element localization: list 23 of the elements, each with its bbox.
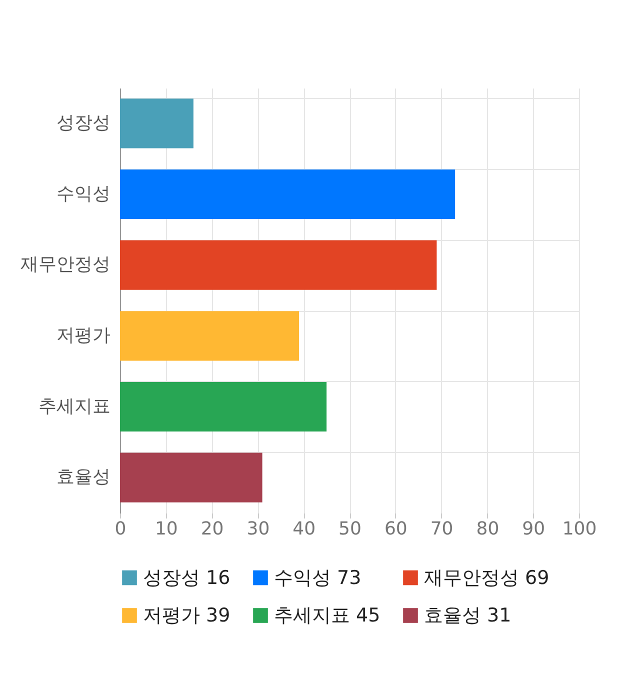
x-tick-label: 50 <box>338 518 362 540</box>
legend-label: 저평가 39 <box>143 604 230 626</box>
y-tick-label: 추세지표 <box>38 396 110 417</box>
y-tick-label: 성장성 <box>56 112 110 134</box>
legend-label: 재무안정성 69 <box>424 566 550 589</box>
legend-label: 성장성 16 <box>143 566 230 589</box>
x-tick-label: 30 <box>246 518 270 540</box>
x-tick-label: 40 <box>292 518 316 540</box>
x-tick-label: 0 <box>114 518 126 540</box>
legend-label: 효율성 31 <box>424 604 512 626</box>
x-tick-label: 90 <box>522 518 546 540</box>
x-tick-label: 80 <box>476 518 500 540</box>
x-tick-label: 100 <box>562 518 597 540</box>
x-tick-label: 10 <box>154 518 178 540</box>
x-tick-label: 60 <box>384 518 408 540</box>
legend-label: 수익성 73 <box>274 566 362 589</box>
x-tick-label: 70 <box>430 518 454 540</box>
y-tick-label: 재무안정성 <box>20 254 110 276</box>
y-tick-label: 저평가 <box>56 324 110 346</box>
x-tick-label: 20 <box>200 518 224 540</box>
legend-label: 추세지표 45 <box>274 604 380 626</box>
y-tick-label: 효율성 <box>56 466 110 488</box>
y-tick-label: 수익성 <box>56 183 110 204</box>
